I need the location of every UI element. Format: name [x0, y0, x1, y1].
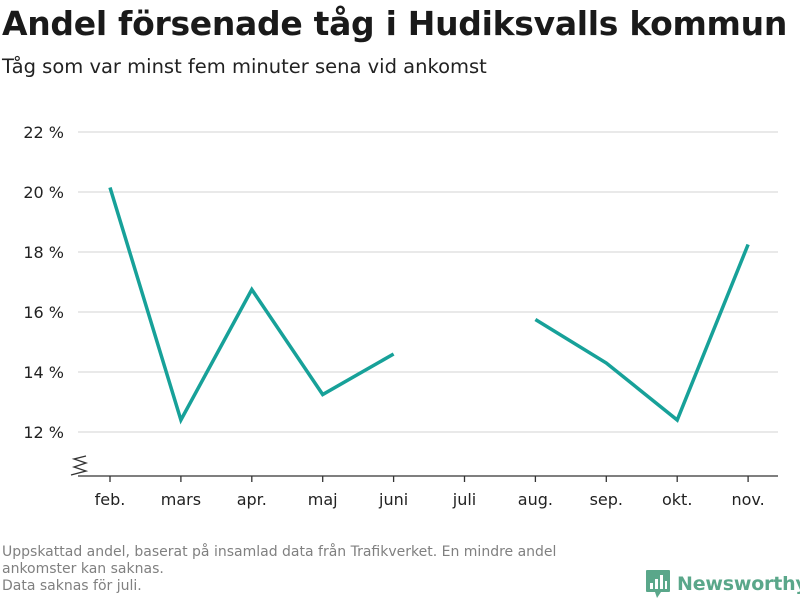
gridlines — [78, 131, 778, 433]
y-tick-label: 22 % — [23, 123, 64, 142]
x-tick-label: maj — [308, 490, 338, 509]
x-tick-label: okt. — [662, 490, 692, 509]
x-tick-label: apr. — [237, 490, 267, 509]
y-tick-label: 20 % — [23, 183, 64, 202]
footnote-line-1: Uppskattad andel, baserat på insamlad da… — [2, 544, 557, 560]
series-line-segment — [534, 243, 750, 423]
x-tick-label: nov. — [731, 490, 764, 509]
x-tick-label: juni — [378, 490, 408, 509]
x-tick-label: mars — [161, 490, 201, 509]
y-axis-tick-labels: 12 % 14 % 16 % 18 % 20 % 22 % — [23, 123, 64, 442]
series-lines — [108, 186, 750, 425]
y-tick-label: 14 % — [23, 363, 64, 382]
x-tick-label: feb. — [95, 490, 126, 509]
x-tick-label: aug. — [518, 490, 553, 509]
axis-break-icon — [70, 455, 89, 476]
newsworthy-logo: Newsworthy — [645, 569, 800, 599]
x-tick-label: sep. — [590, 490, 623, 509]
y-tick-label: 12 % — [23, 423, 64, 442]
x-axis — [70, 455, 778, 482]
y-tick-label: 16 % — [23, 303, 64, 322]
bar-chart-logo-icon — [646, 570, 670, 598]
chart-title: Andel försenade tåg i Hudiksvalls kommun — [2, 4, 788, 43]
footnote-line-3: Data saknas för juli. — [2, 578, 142, 594]
brand-name: Newsworthy — [677, 573, 800, 595]
x-tick-label: juli — [452, 490, 476, 509]
x-axis-tick-labels: feb. mars apr. maj juni juli aug. sep. okt. nov. — [95, 490, 765, 509]
footnote-line-2: ankomster kan saknas. — [2, 561, 164, 577]
series-line-segment — [108, 186, 395, 425]
chart-subtitle: Tåg som var minst fem minuter sena vid a… — [2, 55, 487, 78]
y-tick-label: 18 % — [23, 243, 64, 262]
footnote: Uppskattad andel, baserat på insamlad da… — [2, 544, 642, 595]
